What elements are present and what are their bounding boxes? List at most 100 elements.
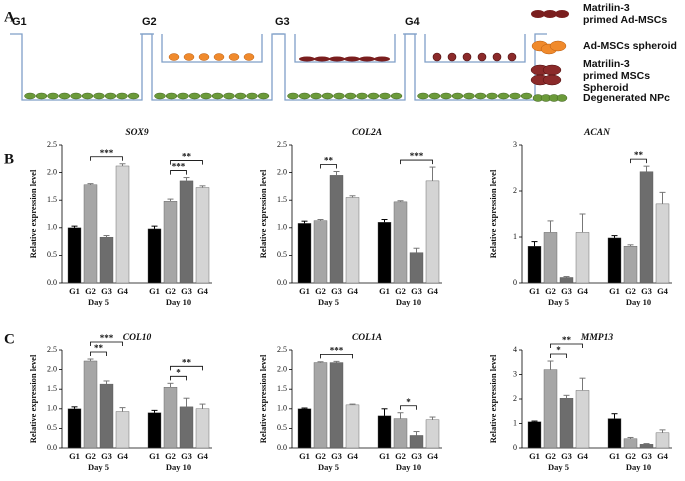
bar <box>623 438 638 449</box>
significance-label: * <box>176 367 181 377</box>
x-tick-label: G3 <box>561 286 572 296</box>
x-tick-label: G3 <box>331 286 342 296</box>
spheroid <box>213 53 225 61</box>
spheroid <box>228 53 240 61</box>
spheroid <box>168 53 180 61</box>
y-tick-label: 2.5 <box>277 140 287 149</box>
np-cell <box>165 92 178 100</box>
chart-title: SOX9 <box>125 128 148 138</box>
bar <box>607 237 622 284</box>
x-tick-label: G1 <box>529 451 540 461</box>
bar <box>163 201 178 284</box>
np-cell <box>474 92 487 100</box>
bar <box>313 362 328 449</box>
legend-label: Spheroid <box>583 82 629 94</box>
np-cell <box>390 92 403 100</box>
category-label: Day 5 <box>318 462 339 472</box>
legend-icon <box>556 94 568 102</box>
primed-cell <box>314 56 330 62</box>
np-cell <box>321 92 334 100</box>
np-cell <box>257 92 270 100</box>
x-tick-label: G1 <box>69 286 80 296</box>
x-tick-label: G4 <box>427 286 439 296</box>
bar <box>99 383 114 449</box>
np-cell <box>81 92 94 100</box>
category-label: Day 10 <box>166 462 191 472</box>
np-cell <box>200 92 212 100</box>
x-tick-label: G3 <box>641 286 652 296</box>
np-cell <box>104 92 117 100</box>
spheroid <box>198 53 210 61</box>
np-cell <box>211 92 224 100</box>
np-cell <box>188 92 201 100</box>
significance-bracket <box>550 343 583 349</box>
category-label: Day 10 <box>166 297 191 307</box>
bar <box>639 444 654 449</box>
x-tick-label: G1 <box>299 286 310 296</box>
legend-label: primed Ad-MSCs <box>583 14 667 26</box>
primed-cell <box>374 56 390 62</box>
bar <box>559 398 574 449</box>
significance-label: *** <box>410 151 424 161</box>
np-cell <box>428 92 441 100</box>
significance-label: ** <box>94 343 104 353</box>
x-tick-label: G3 <box>101 286 112 296</box>
x-tick-label: G4 <box>577 451 589 461</box>
y-tick-label: 2.5 <box>47 345 57 354</box>
bar <box>425 180 440 284</box>
bar <box>345 197 360 284</box>
np-cell <box>58 92 71 100</box>
y-tick-label: 1.0 <box>277 404 287 413</box>
significance-bracket <box>320 164 337 169</box>
x-tick-label: G4 <box>347 451 359 461</box>
bar <box>527 421 542 449</box>
significance-bracket <box>400 405 417 410</box>
legend-icon <box>531 10 545 18</box>
bar <box>179 180 194 284</box>
significance-label: *** <box>100 148 114 158</box>
legend-label: Degenerated NPc <box>583 92 670 104</box>
bar <box>623 245 638 284</box>
bar <box>115 165 130 284</box>
np-cell <box>35 92 48 100</box>
y-axis-label: Relative expression level <box>488 354 498 443</box>
panel-label: B <box>4 151 14 167</box>
y-tick-label: 2.5 <box>47 140 57 149</box>
y-tick-label: 0.5 <box>277 423 287 432</box>
y-tick-label: 2.0 <box>47 167 57 176</box>
x-tick-label: G3 <box>101 451 112 461</box>
primed-spheroid <box>447 52 457 62</box>
category-label: Day 5 <box>318 297 339 307</box>
panel-label: A <box>4 9 15 25</box>
legend-label: primed MSCs <box>583 70 650 82</box>
category-label: Day 5 <box>88 462 109 472</box>
bar <box>543 369 558 449</box>
y-tick-label: 0 <box>513 443 517 452</box>
bar <box>575 232 590 284</box>
x-tick-label: G4 <box>577 286 589 296</box>
x-tick-label: G2 <box>85 451 96 461</box>
significance-label: *** <box>172 162 186 172</box>
group-label: G3 <box>275 16 290 28</box>
x-tick-label: G2 <box>85 286 96 296</box>
x-tick-label: G4 <box>197 286 209 296</box>
np-cell <box>379 92 391 100</box>
x-tick-label: G4 <box>197 451 209 461</box>
insert <box>161 34 263 63</box>
x-tick-label: G4 <box>657 451 669 461</box>
bar <box>393 418 408 449</box>
y-tick-label: 1 <box>513 418 517 427</box>
chart-title: COL10 <box>123 333 152 343</box>
np-cell <box>24 92 36 100</box>
y-tick-label: 2.5 <box>277 345 287 354</box>
np-cell <box>509 92 521 100</box>
significance-bracket <box>400 159 433 165</box>
x-tick-label: G3 <box>181 286 192 296</box>
x-tick-label: G3 <box>641 451 652 461</box>
bar <box>83 184 98 284</box>
bar <box>67 408 82 449</box>
y-tick-label: 3 <box>513 140 517 149</box>
bar <box>147 412 162 449</box>
panel-label: C <box>4 331 15 347</box>
y-tick-label: 0.5 <box>47 250 57 259</box>
